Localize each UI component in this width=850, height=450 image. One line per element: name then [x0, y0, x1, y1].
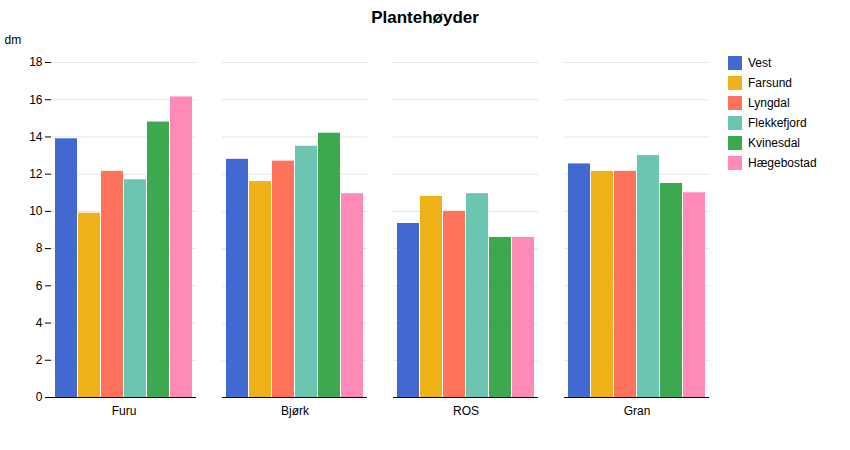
html-text:Flekkefjord: Flekkefjord — [748, 116, 807, 130]
svg-text:6: 6 — [36, 279, 43, 293]
html-text:Lyngdal: Lyngdal — [748, 96, 790, 110]
svg-text:4: 4 — [36, 316, 43, 330]
svg-text:ROS: ROS — [453, 404, 479, 418]
html-text:Plantehøyder: Plantehøyder — [371, 8, 479, 27]
svg-text:2: 2 — [36, 353, 43, 367]
svg-text:Bjørk: Bjørk — [281, 404, 310, 418]
svg-text:14: 14 — [29, 130, 43, 144]
html-text:Farsund: Farsund — [748, 76, 792, 90]
svg-text:10: 10 — [29, 204, 43, 218]
svg-text:dm: dm — [5, 33, 22, 47]
svg-text:Furu: Furu — [112, 404, 137, 418]
svg-text:8: 8 — [36, 241, 43, 255]
svg-text:18: 18 — [29, 55, 43, 69]
svg-text:12: 12 — [29, 167, 43, 181]
html-text:Kvinesdal: Kvinesdal — [748, 136, 800, 150]
html-text:Vest: Vest — [748, 56, 772, 70]
html-text:Hægebostad: Hægebostad — [748, 156, 817, 170]
svg-text:Gran: Gran — [624, 404, 651, 418]
svg-text:0: 0 — [36, 390, 43, 404]
svg-text:16: 16 — [29, 93, 43, 107]
